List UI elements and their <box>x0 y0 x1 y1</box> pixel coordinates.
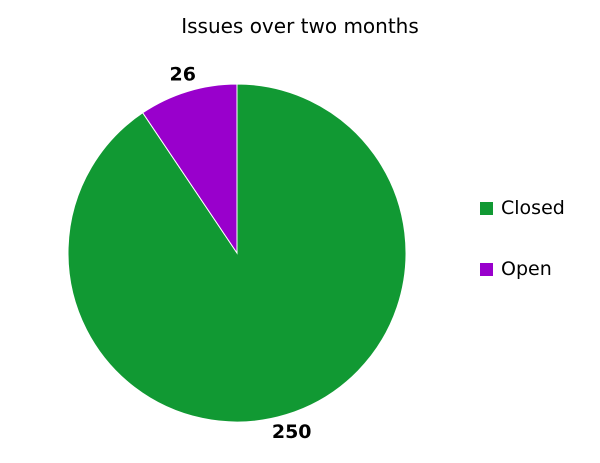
legend-item-open: Open <box>480 256 565 282</box>
pie-slices <box>67 83 407 423</box>
legend: Closed Open <box>480 195 565 317</box>
pie-data-labels: 250 26 <box>170 64 312 443</box>
legend-swatch-closed <box>480 201 493 215</box>
legend-item-closed: Closed <box>480 195 565 221</box>
data-label-closed: 250 <box>272 421 312 443</box>
legend-label-closed: Closed <box>501 197 565 219</box>
data-label-open: 26 <box>170 64 196 86</box>
legend-swatch-open <box>480 262 493 276</box>
chart-title: Issues over two months <box>181 14 419 38</box>
pie-slice-open <box>142 83 238 255</box>
legend-label-open: Open <box>501 258 552 280</box>
